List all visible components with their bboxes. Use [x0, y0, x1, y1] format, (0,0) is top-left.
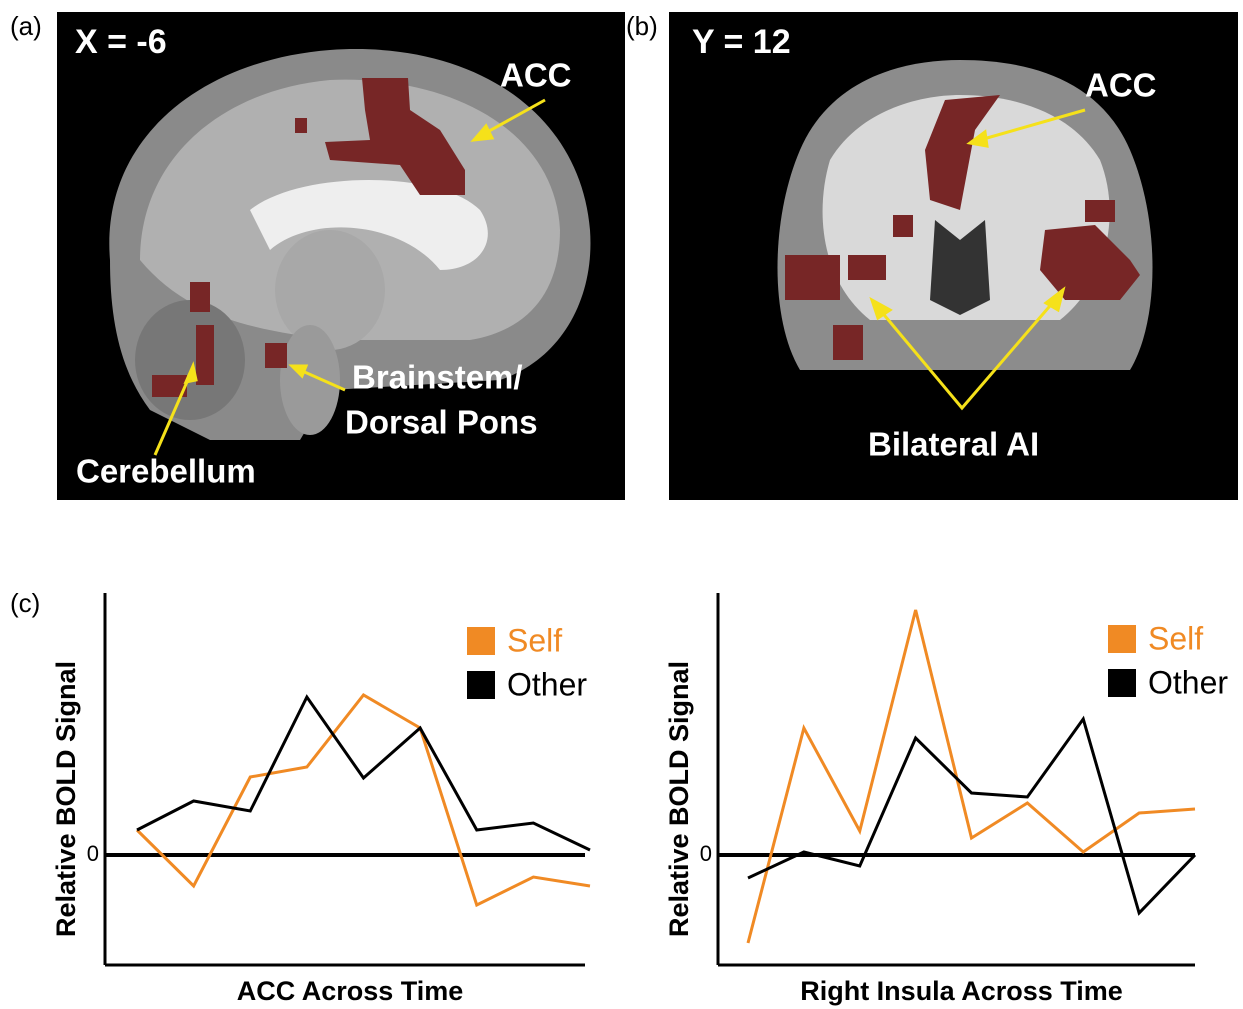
y-tick-label: 0	[700, 841, 712, 866]
y-tick-label: 0	[87, 841, 99, 866]
legend-label: Other	[1148, 664, 1228, 700]
legend-label: Self	[1148, 620, 1203, 656]
legend-swatch	[1108, 625, 1136, 653]
x-axis-label: Right Insula Across Time	[800, 976, 1123, 1006]
coordinate: X = -6	[75, 23, 167, 61]
figure: (a) X = -6 ACC Brainstem/ Dorsal Pons Ce…	[0, 0, 1243, 1009]
annotation: Dorsal Pons	[345, 404, 538, 441]
legend-label: Self	[507, 622, 562, 658]
coordinate: Y = 12	[692, 23, 791, 61]
x-axis-label: ACC Across Time	[237, 976, 464, 1006]
series-line	[748, 610, 1195, 943]
legend-swatch	[1108, 669, 1136, 697]
y-axis-label: Relative BOLD Signal	[664, 661, 694, 937]
legend-label: Other	[507, 666, 587, 702]
series-line	[137, 697, 590, 850]
panel-label: (a)	[10, 11, 42, 41]
y-axis-label: Relative BOLD Signal	[51, 661, 81, 937]
annotation: Bilateral AI	[868, 426, 1039, 463]
annotation: Cerebellum	[76, 453, 256, 490]
annotation: ACC	[500, 57, 572, 94]
annotation: ACC	[1085, 67, 1157, 104]
panel-label: (c)	[10, 588, 40, 618]
panel-label: (b)	[626, 11, 658, 41]
series-line	[137, 695, 590, 905]
annotation: Brainstem/	[352, 359, 523, 396]
legend-swatch	[467, 671, 495, 699]
legend-swatch	[467, 627, 495, 655]
